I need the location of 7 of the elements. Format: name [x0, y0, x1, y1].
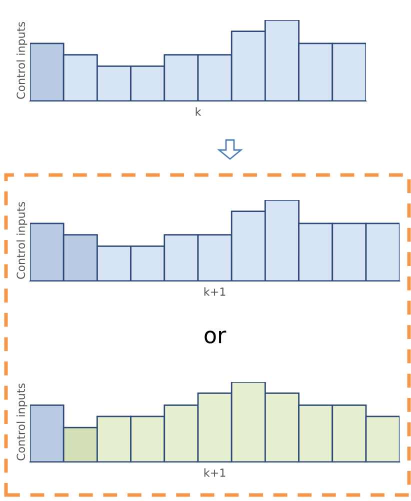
y-axis-title: Control inputs	[16, 202, 28, 279]
x-axis-title: k	[196, 107, 202, 116]
y-axis-title: Control inputs	[16, 22, 28, 99]
x-axis-title: k+1	[204, 468, 226, 477]
y-axis-title: Control inputs	[16, 384, 28, 460]
chart-title: or	[204, 330, 226, 344]
x-axis-title: k+1	[204, 287, 226, 296]
